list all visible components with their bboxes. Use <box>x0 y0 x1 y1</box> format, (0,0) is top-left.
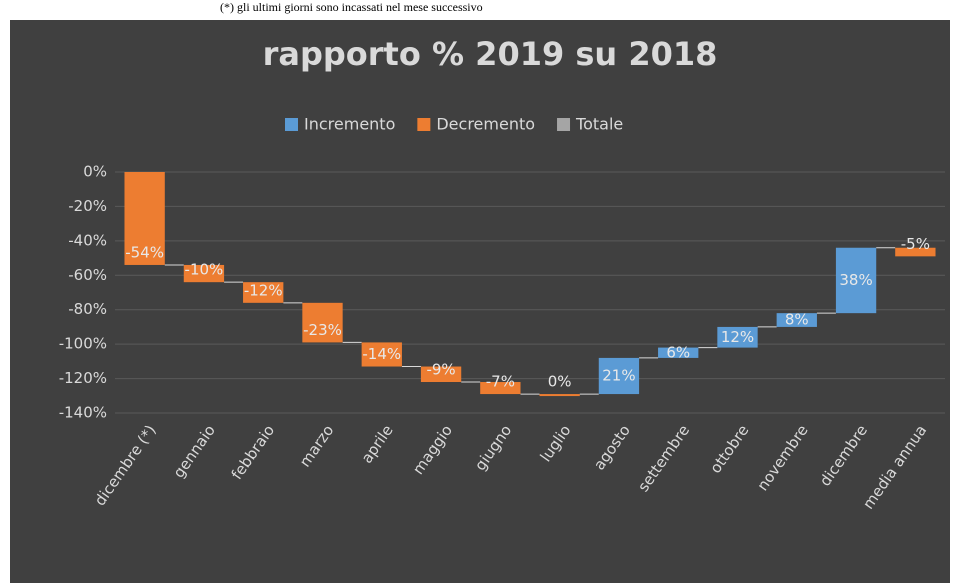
bar <box>717 326 758 348</box>
y-tick-label: -20% <box>68 197 107 215</box>
bar <box>243 282 284 303</box>
bar <box>895 247 936 257</box>
footnote: (*) gli ultimi giorni sono incassati nel… <box>220 0 483 14</box>
value-label: -7% <box>486 373 515 391</box>
value-label: 38% <box>839 271 872 289</box>
value-label: -12% <box>244 281 283 299</box>
bar <box>183 264 225 283</box>
bar <box>480 382 521 395</box>
value-label: -54% <box>125 243 164 261</box>
bar <box>124 172 165 265</box>
value-label: 6% <box>666 343 690 361</box>
value-label: 0% <box>548 373 572 391</box>
y-tick-label: -60% <box>68 266 107 284</box>
value-label: -10% <box>185 261 224 279</box>
value-label: -14% <box>362 345 401 363</box>
legend-swatch <box>557 118 571 131</box>
legend-label: Incremento <box>304 115 395 134</box>
bar <box>420 366 462 383</box>
legend-label: Decremento <box>436 115 535 134</box>
value-label: -9% <box>426 361 455 379</box>
value-label: -23% <box>303 321 342 339</box>
y-tick-label: -120% <box>59 369 107 387</box>
value-label: 21% <box>602 366 635 384</box>
bar <box>598 357 640 395</box>
bar <box>835 247 877 314</box>
chart-background <box>10 20 950 583</box>
y-tick-label: -40% <box>68 231 107 249</box>
legend-swatch <box>285 118 298 131</box>
y-tick-label: 0% <box>83 163 107 181</box>
y-tick-label: -80% <box>68 300 107 318</box>
legend-label: Totale <box>575 115 623 134</box>
y-tick-label: -100% <box>59 335 107 353</box>
legend-swatch <box>417 118 431 131</box>
bar <box>539 394 580 397</box>
value-label: 8% <box>785 311 809 329</box>
bar <box>658 347 699 358</box>
bar <box>361 342 402 367</box>
y-tick-label: -140% <box>59 404 107 422</box>
chart-title: rapporto % 2019 su 2018 <box>263 35 718 73</box>
chart: rapporto % 2019 su 2018 Incremento Decrem… <box>10 20 950 583</box>
value-label: -5% <box>901 235 930 253</box>
bar <box>776 313 817 327</box>
bar <box>302 302 343 343</box>
value-label: 12% <box>721 328 754 346</box>
